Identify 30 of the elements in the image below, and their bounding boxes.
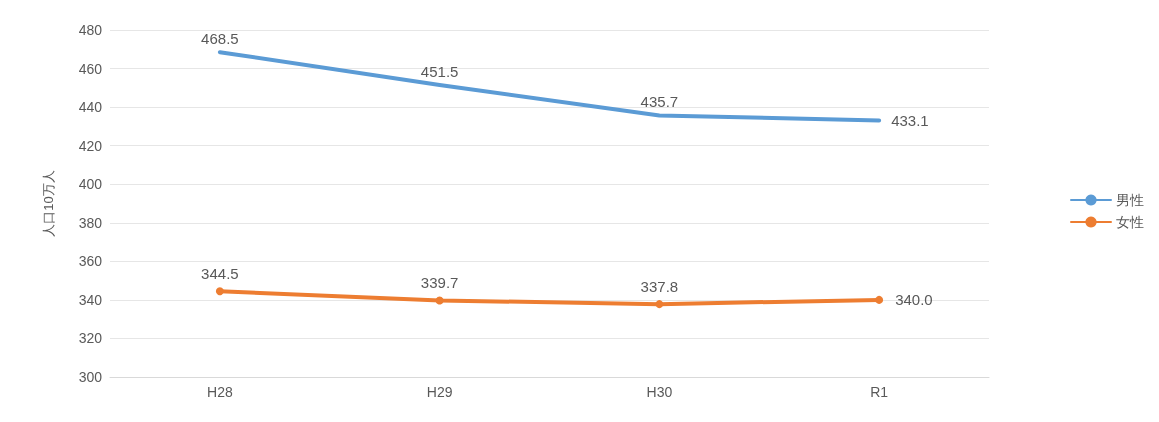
- y-tick-label: 440: [78, 99, 103, 116]
- legend-label: 女性: [1116, 214, 1144, 230]
- text: 337.8: [640, 278, 679, 296]
- x-tick-label: H29: [426, 384, 453, 400]
- y-tick-label: 340: [78, 291, 103, 308]
- point: [875, 295, 884, 304]
- text: 451.5: [420, 62, 459, 80]
- point: [215, 287, 224, 296]
- text: 435.7: [640, 93, 679, 111]
- point: [655, 300, 664, 309]
- text: 468.5: [201, 30, 239, 48]
- y-tick-label: 480: [78, 22, 103, 38]
- text: 340.0: [895, 291, 933, 309]
- y-axis-title: 人口10万人: [41, 170, 56, 237]
- legend-label: 男性: [1116, 192, 1144, 208]
- y-tick-label: 460: [78, 60, 103, 77]
- text: 433.1: [891, 111, 929, 129]
- text: 344.5: [201, 265, 239, 283]
- text: 339.7: [420, 274, 459, 292]
- x-tick-label: H30: [646, 384, 673, 400]
- y-tick-label: 400: [78, 176, 103, 193]
- x-tick-label: H28: [207, 384, 233, 400]
- y-tick-label: 420: [78, 137, 103, 154]
- y-tick-label: 320: [78, 330, 103, 347]
- y-tick-label: 300: [78, 369, 103, 385]
- y-tick-label: 380: [78, 214, 103, 231]
- y-tick-label: 360: [78, 253, 103, 270]
- point: [435, 296, 444, 305]
- line-series: [217, 50, 882, 123]
- x-tick-label: R1: [870, 384, 889, 400]
